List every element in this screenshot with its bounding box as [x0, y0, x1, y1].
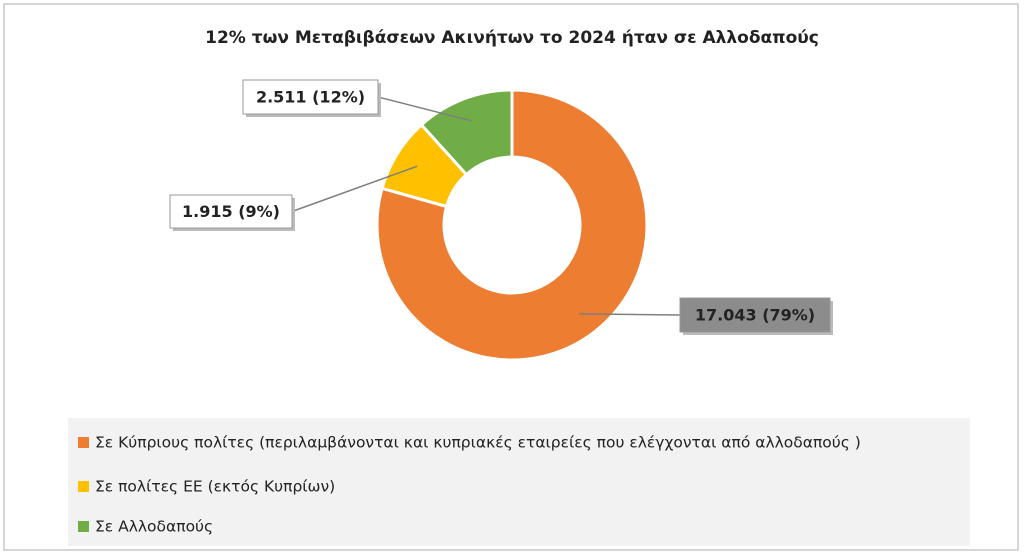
leader-line: [579, 313, 681, 316]
legend-label: Σε πολίτες ΕΕ (εκτός Κυπρίων): [95, 478, 335, 496]
legend-swatch: [78, 437, 89, 448]
data-label: 1.915 (9%): [182, 202, 280, 221]
data-label: 2.511 (12%): [256, 88, 365, 107]
label-box: [169, 194, 293, 229]
legend-swatch: [78, 521, 89, 532]
chart-title: 12% των Μεταβιβάσεων Ακινήτων το 2024 ήτ…: [205, 28, 819, 48]
leader-line: [291, 165, 418, 213]
legend-label: Σε Κύπριους πολίτες (περιλαμβάνονται και…: [95, 434, 861, 452]
label-box: [679, 297, 831, 333]
legend-label: Σε Αλλοδαπούς: [95, 518, 213, 536]
legend-swatch: [78, 481, 89, 492]
data-label: 17.043 (79%): [695, 306, 815, 325]
donut-slice: [375, 88, 649, 362]
donut-slice: [419, 88, 514, 177]
legend-box: [68, 418, 970, 546]
label-box: [242, 79, 379, 115]
leader-line: [377, 96, 473, 122]
